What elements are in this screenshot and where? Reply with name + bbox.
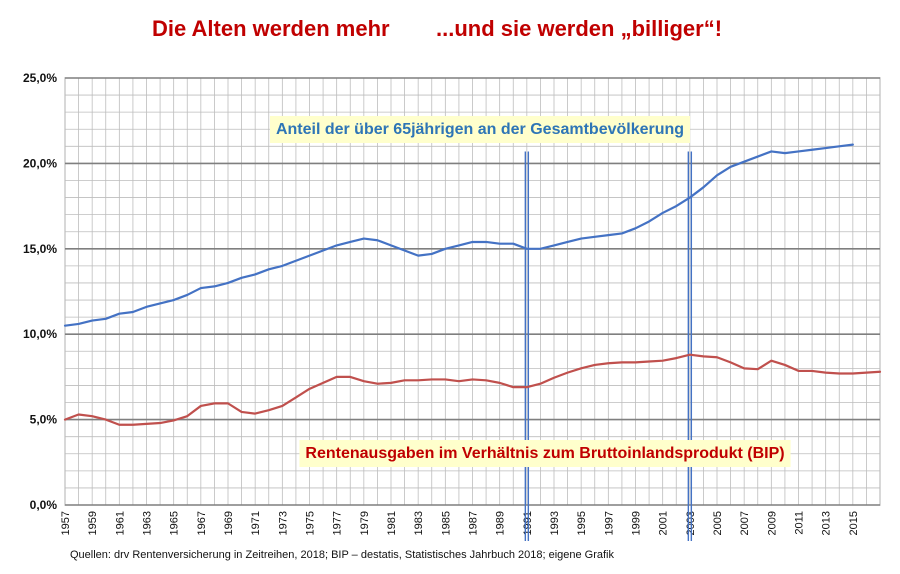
x-tick-label: 1993 xyxy=(549,511,561,535)
chart-title-left: Die Alten werden mehr xyxy=(152,16,390,41)
x-tick-label: 1985 xyxy=(440,511,452,535)
series-line-population-65plus xyxy=(63,143,854,327)
series-label-population-65plus: Anteil der über 65jährigen an der Gesamt… xyxy=(269,116,691,143)
chart-title-right: ...und sie werden „billiger“! xyxy=(436,16,723,41)
x-tick-label: 2013 xyxy=(821,511,833,535)
x-tick-label: 2011 xyxy=(794,511,806,535)
y-tick-label: 10,0% xyxy=(23,327,57,341)
x-tick-label: 1979 xyxy=(359,511,371,535)
x-tick-label: 1989 xyxy=(495,511,507,535)
x-tick-label: 2007 xyxy=(739,511,751,535)
x-tick-label: 1995 xyxy=(576,511,588,535)
x-tick-label: 1967 xyxy=(196,511,208,535)
x-tick-label: 1973 xyxy=(277,511,289,535)
vertical-marker-layer xyxy=(524,151,693,541)
x-tick-label: 1957 xyxy=(60,511,72,535)
x-tick-label: 2009 xyxy=(766,511,778,535)
x-tick-label: 1963 xyxy=(142,511,154,535)
x-tick-label: 1999 xyxy=(631,511,643,535)
series-label-pension-gdp-background xyxy=(299,440,791,467)
series-label-population-65plus-text: Anteil der über 65jährigen an der Gesamt… xyxy=(276,121,684,138)
series-layer xyxy=(63,143,882,426)
x-tick-label: 1983 xyxy=(413,511,425,535)
series-label-pension-gdp-text: Rentenausgaben im Verhältnis zum Bruttoi… xyxy=(305,445,784,462)
x-tick-label: 1965 xyxy=(169,511,181,535)
x-tick-label: 2001 xyxy=(658,511,670,535)
x-tick-label: 1997 xyxy=(603,511,615,535)
x-tick-label: 1981 xyxy=(386,511,398,535)
x-tick-label: 1969 xyxy=(223,511,235,535)
series-label-population-65plus-background xyxy=(269,116,691,143)
y-tick-label: 15,0% xyxy=(23,242,57,256)
series-line-pension-gdp xyxy=(63,353,882,426)
x-tick-label: 1959 xyxy=(87,511,99,535)
x-tick-label: 1961 xyxy=(114,511,126,535)
x-tick-label: 1987 xyxy=(468,511,480,535)
source-note: Quellen: drv Rentenversicherung in Zeitr… xyxy=(70,549,614,561)
x-tick-label: 2005 xyxy=(712,511,724,535)
x-tick-label: 2015 xyxy=(848,511,860,535)
annotation-layer: Anteil der über 65jährigen an der Gesamt… xyxy=(269,116,791,467)
axis-layer: 0,0% 5,0% 10,0% 15,0% 20,0% 25,0% 1957 1959 1961… xyxy=(23,71,860,535)
y-tick-label: 0,0% xyxy=(30,498,58,512)
grid-layer xyxy=(64,77,881,506)
y-tick-label: 20,0% xyxy=(23,156,57,170)
x-tick-label: 1971 xyxy=(250,511,262,535)
y-tick-label: 5,0% xyxy=(30,413,58,427)
x-tick-label: 1977 xyxy=(332,511,344,535)
series-label-pension-gdp: Rentenausgaben im Verhältnis zum Bruttoi… xyxy=(299,440,791,467)
x-tick-label: 1975 xyxy=(305,511,317,535)
y-tick-label: 25,0% xyxy=(23,71,57,85)
